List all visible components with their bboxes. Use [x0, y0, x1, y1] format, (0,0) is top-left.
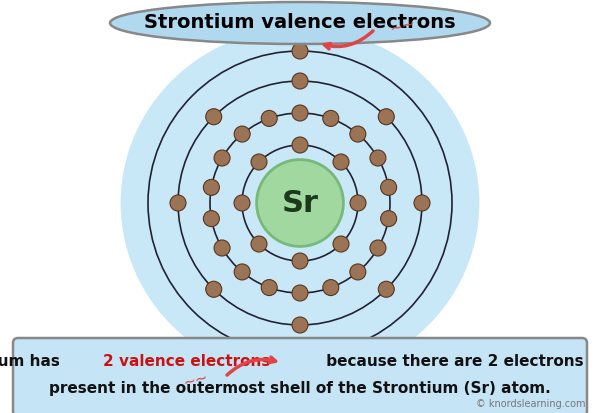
Ellipse shape [110, 2, 490, 44]
Ellipse shape [292, 105, 308, 121]
Ellipse shape [292, 137, 308, 153]
Ellipse shape [292, 253, 308, 269]
Ellipse shape [206, 281, 222, 297]
Text: Strontium has: Strontium has [0, 354, 65, 368]
Ellipse shape [203, 179, 220, 195]
Ellipse shape [292, 73, 308, 89]
Ellipse shape [292, 285, 308, 301]
Ellipse shape [350, 126, 366, 142]
Ellipse shape [206, 109, 222, 125]
Ellipse shape [380, 179, 397, 195]
Text: Sr: Sr [281, 188, 319, 218]
Ellipse shape [378, 109, 394, 125]
Ellipse shape [203, 211, 220, 227]
Ellipse shape [323, 110, 339, 126]
Ellipse shape [251, 236, 267, 252]
Text: because there are 2 electrons: because there are 2 electrons [320, 354, 583, 368]
Ellipse shape [292, 43, 308, 59]
Ellipse shape [170, 195, 186, 211]
FancyBboxPatch shape [13, 338, 587, 413]
Ellipse shape [380, 211, 397, 227]
Ellipse shape [333, 236, 349, 252]
Ellipse shape [234, 264, 250, 280]
Text: 2 valence electrons: 2 valence electrons [103, 354, 271, 368]
Ellipse shape [292, 167, 308, 183]
Ellipse shape [261, 110, 277, 126]
Ellipse shape [333, 154, 349, 170]
Ellipse shape [292, 347, 308, 363]
Ellipse shape [323, 280, 339, 296]
Ellipse shape [370, 150, 386, 166]
Ellipse shape [214, 240, 230, 256]
Ellipse shape [214, 150, 230, 166]
Ellipse shape [414, 195, 430, 211]
Ellipse shape [234, 126, 250, 142]
Text: present in the outermost shell of the Strontium (Sr) atom.: present in the outermost shell of the St… [49, 382, 551, 396]
Ellipse shape [257, 159, 343, 247]
Ellipse shape [121, 28, 479, 378]
Text: ~∼: ~∼ [388, 15, 416, 36]
Text: © knordslearning.com: © knordslearning.com [476, 399, 585, 409]
Ellipse shape [370, 240, 386, 256]
Text: ∼~: ∼~ [181, 370, 210, 391]
Ellipse shape [261, 280, 277, 296]
Ellipse shape [350, 195, 366, 211]
Text: Strontium valence electrons: Strontium valence electrons [144, 14, 456, 33]
Ellipse shape [350, 264, 366, 280]
Ellipse shape [292, 223, 308, 239]
Ellipse shape [292, 317, 308, 333]
Ellipse shape [234, 195, 250, 211]
Ellipse shape [251, 154, 267, 170]
Ellipse shape [378, 281, 394, 297]
